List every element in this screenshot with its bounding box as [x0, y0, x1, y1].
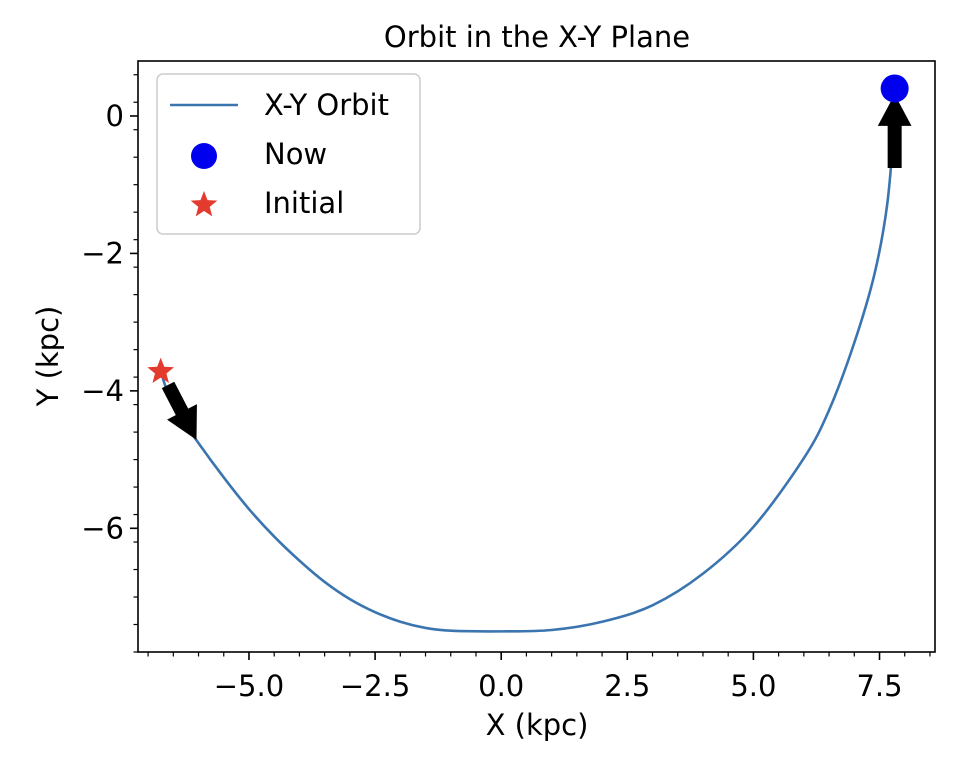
legend-box: [156, 73, 421, 235]
marker-initial: [147, 357, 175, 383]
x-tick-label: −5.0: [214, 669, 284, 703]
legend-label: Now: [264, 137, 327, 171]
legend-swatch-initial: [190, 191, 218, 217]
arrow-layer: [161, 94, 912, 440]
x-tick-label: 7.5: [856, 669, 902, 703]
marker-now: [880, 74, 909, 103]
x-tick-label: 0.0: [478, 669, 524, 703]
chart-title: Orbit in the X-Y Plane: [384, 20, 690, 54]
y-tick-label: −4: [81, 374, 124, 408]
x-tick-label: −2.5: [340, 669, 410, 703]
arrow-0: [877, 94, 912, 169]
legend-label: Initial: [264, 186, 344, 220]
orbit-line-series-0: [159, 88, 896, 633]
y-axis-label: Y (kpc): [31, 306, 65, 408]
plot-frame: [137, 60, 936, 653]
arrow-1: [161, 381, 197, 440]
x-axis-label: X (kpc): [486, 708, 589, 742]
marker-layer: [147, 74, 909, 383]
x-axis: −5.0 −2.5 0.0 2.5 5.0 7.5: [147, 652, 931, 703]
legend-swatch-now: [191, 143, 217, 169]
y-axis: 0 −2 −4 −6: [81, 74, 138, 653]
x-tick-label: 5.0: [730, 669, 776, 703]
y-tick-label: 0: [106, 99, 124, 133]
legend-label: X-Y Orbit: [264, 88, 389, 122]
legend: X-Y Orbit Now Initial: [156, 73, 421, 235]
series-layer: [159, 88, 896, 633]
y-tick-label: −2: [81, 236, 124, 270]
x-tick-label: 2.5: [604, 669, 650, 703]
y-tick-label: −6: [81, 511, 124, 545]
